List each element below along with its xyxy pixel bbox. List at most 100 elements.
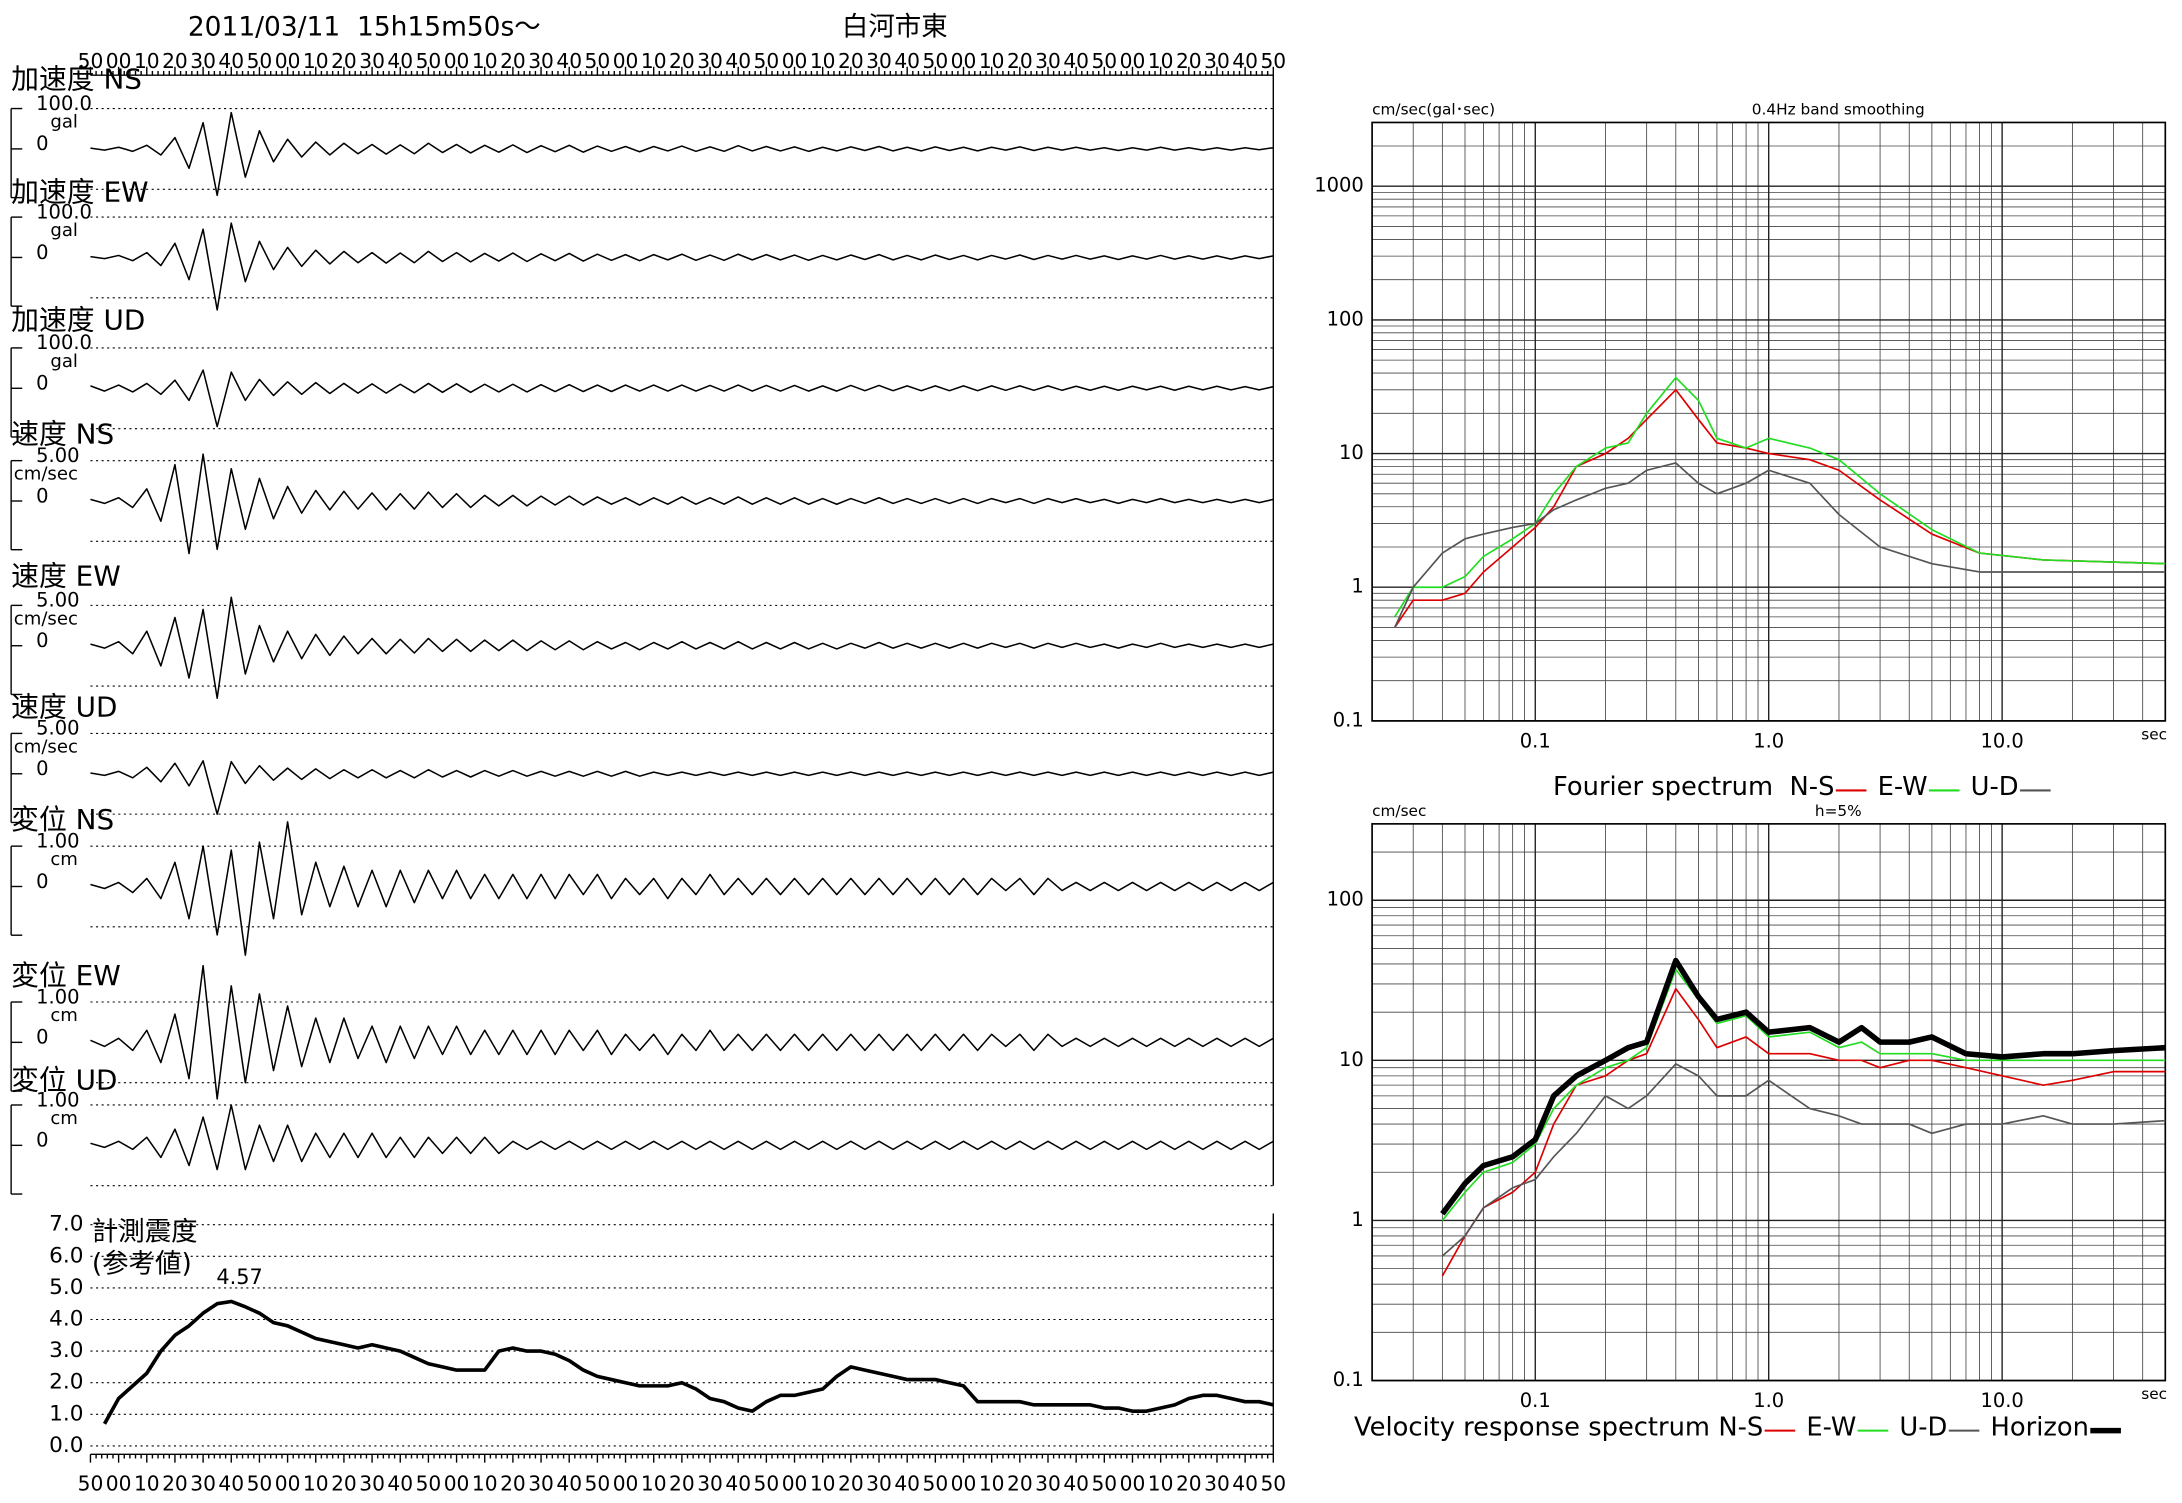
y-tick-label: 1.00 (36, 829, 79, 852)
x-tick-label: 10 (979, 1471, 1005, 1495)
x-tick-label: 50 (416, 1471, 442, 1495)
panel-title: 加速度 EW (11, 175, 148, 208)
x-tick-label: 00 (613, 49, 639, 73)
panel-title: 速度 NS (11, 418, 114, 451)
x-tick-label: 20 (331, 49, 357, 73)
x-tick-label: 30 (1204, 1471, 1230, 1495)
x-tick-label: 10 (134, 1471, 160, 1495)
x-tick-label: 10 (303, 1471, 329, 1495)
plot-frame (1371, 121, 2167, 722)
y-tick-label: 100.0 (36, 200, 92, 223)
x-tick-label: 30 (528, 1471, 554, 1495)
y-tick-label: 5.00 (36, 589, 79, 612)
x-tick-label: 00 (613, 1471, 639, 1495)
x-tick-label: 20 (500, 49, 526, 73)
y-tick-label: 5.0 (49, 1275, 83, 1300)
x-tick-label: 30 (190, 1471, 216, 1495)
y-tick-label: 0.1 (1333, 708, 1364, 731)
x-tick-label: 40 (556, 1471, 582, 1495)
station-name: 白河市東 (842, 11, 948, 42)
x-tick-label: 30 (528, 49, 554, 73)
legend-label: N-S (1718, 1412, 1763, 1442)
x-tick-label: 00 (1120, 49, 1146, 73)
x-tick-label: 20 (162, 1471, 188, 1495)
x-tick-label: 40 (1232, 1471, 1258, 1495)
y-tick-label: 0 (36, 757, 48, 780)
x-tick-label: 20 (669, 49, 695, 73)
x-tick-label: 20 (500, 1471, 526, 1495)
x-tick-label: 30 (866, 1471, 892, 1495)
x-tick-label: 00 (951, 1471, 977, 1495)
x-tick-label: 50 (1260, 49, 1286, 73)
x-tick-label: 10 (1148, 1471, 1174, 1495)
x-tick-label: 50 (78, 1471, 104, 1495)
x-tick-label: 50 (1091, 49, 1117, 73)
x-axis-label: sec (2141, 725, 2167, 743)
y-tick-label: 0 (36, 132, 48, 155)
unit-label: gal (50, 111, 78, 132)
x-tick-label: 50 (585, 1471, 611, 1495)
waveform (90, 821, 1274, 956)
panel-title: 変位 UD (11, 1063, 117, 1096)
waveform (90, 596, 1274, 699)
y-tick-label: 0.0 (49, 1433, 83, 1458)
spectrum-line (1393, 462, 2166, 628)
y-tick-label: 4.0 (49, 1306, 83, 1331)
x-tick-label: 00 (782, 1471, 808, 1495)
x-tick-label: 30 (866, 49, 892, 73)
y-tick-label: 100.0 (36, 92, 92, 115)
x-tick-label: 30 (359, 49, 385, 73)
legend-label: U-D (1899, 1412, 1947, 1442)
intensity-line (102, 1299, 1274, 1425)
y-tick-label: 5.00 (36, 717, 79, 740)
panel-title: 速度 UD (11, 690, 117, 723)
waveform (90, 964, 1274, 1100)
y-tick-label: 10 (1339, 1048, 1364, 1071)
x-tick-label: 00 (951, 49, 977, 73)
legend-label: Horizon (1991, 1412, 2089, 1442)
x-tick-label: 00 (275, 1471, 301, 1495)
spectrum-line (1441, 1063, 2166, 1257)
x-tick-label: 0.1 (1520, 729, 1551, 752)
x-tick-label: 40 (894, 49, 920, 73)
y-tick-label: 100 (1327, 307, 1364, 330)
chart-title: 0.4Hz band smoothing (1752, 100, 1925, 118)
waveform (90, 1104, 1274, 1171)
panel-title: 変位 NS (11, 803, 114, 836)
x-tick-label: 20 (669, 1471, 695, 1495)
unit-label: gal (50, 351, 78, 372)
x-tick-label: 40 (1232, 49, 1258, 73)
x-tick-label: 40 (387, 1471, 413, 1495)
y-tick-label: 6.0 (49, 1243, 83, 1268)
x-tick-label: 00 (106, 1471, 132, 1495)
y-tick-label: 0 (36, 870, 48, 893)
y-tick-label: 0.1 (1333, 1368, 1364, 1391)
x-tick-label: 30 (1204, 49, 1230, 73)
x-tick-label: 20 (162, 49, 188, 73)
y-tick-label: 0 (36, 1026, 48, 1049)
x-tick-label: 40 (1063, 49, 1089, 73)
y-tick-label: 2.0 (49, 1370, 83, 1395)
x-tick-label: 20 (1176, 1471, 1202, 1495)
y-tick-label: 1.0 (49, 1401, 83, 1426)
x-tick-label: 40 (218, 49, 244, 73)
y-tick-label: 1 (1351, 575, 1363, 598)
y-tick-label: 7.0 (49, 1212, 83, 1237)
y-tick-label: 0 (36, 372, 48, 395)
chart-title: h=5% (1815, 802, 1862, 820)
y-tick-label: 0 (36, 1129, 48, 1152)
x-tick-label: 50 (1091, 1471, 1117, 1495)
y-axis-label: cm/sec(gal･sec) (1372, 100, 1495, 118)
waveform (90, 222, 1274, 311)
x-tick-label: 30 (1035, 49, 1061, 73)
x-tick-label: 40 (894, 1471, 920, 1495)
x-tick-label: 00 (782, 49, 808, 73)
legend-title: Velocity response spectrum (1354, 1412, 1710, 1442)
x-tick-label: 10 (472, 49, 498, 73)
x-tick-label: 40 (725, 49, 751, 73)
x-tick-label: 40 (556, 49, 582, 73)
x-tick-label: 1.0 (1753, 729, 1784, 752)
y-tick-label: 1 (1351, 1208, 1363, 1231)
peak-annotation: 4.57 (216, 1265, 262, 1289)
